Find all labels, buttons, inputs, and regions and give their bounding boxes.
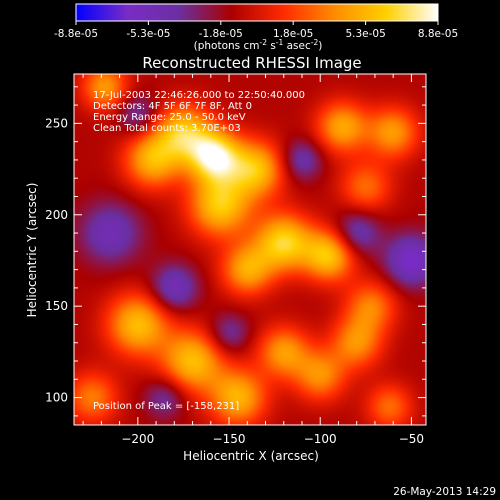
x-tick-label: −100 [304,432,337,446]
annotation-detectors: Detectors: 4F 5F 6F 7F 8F, Att 0 [93,101,252,112]
colorbar-tick-label: 8.8e-05 [418,28,458,40]
y-axis-label: Heliocentric Y (arcsec) [25,183,39,318]
colorbar-tick-label: -5.3e-05 [126,28,170,40]
heatmap-image [74,74,426,425]
annotation-time-range: 17-Jul-2003 22:46:26.000 to 22:50:40.000 [93,90,305,101]
y-tick-label: 100 [45,391,68,405]
info-annotations: 17-Jul-2003 22:46:26.000 to 22:50:40.000… [93,90,305,412]
colorbar-tick-label: -8.8e-05 [54,28,98,40]
y-tick-label: 150 [45,299,68,313]
y-tick-label: 250 [45,116,68,130]
colorbar-ticks: -8.8e-05 -5.3e-05 -1.8e-05 1.8e-05 5.3e-05 8.… [54,21,458,40]
plot-frame [73,73,427,426]
annotation-clean-counts: Clean Total counts: 3.70E+03 [93,123,241,134]
colorbar [75,3,439,22]
annotation-peak-position: Position of Peak = [-158,231] [93,401,239,412]
x-axis-label: Heliocentric X (arcsec) [183,449,319,463]
colorbar-tick-label: 1.8e-05 [273,28,313,40]
axis-ticks: −200 −150 −100 −50 100 150 200 250 [45,74,426,446]
colorbar-units: (photons cm-2 s-1 asec-2) [194,38,323,52]
x-tick-label: −200 [121,432,154,446]
colorbar-tick-label: -1.8e-05 [199,28,243,40]
x-tick-label: −150 [213,432,246,446]
colorbar-tick-label: 5.3e-05 [345,28,385,40]
footer-timestamp: 26-May-2013 14:29 [393,486,496,498]
y-tick-label: 200 [45,208,68,222]
chart-title: Reconstructed RHESSI Image [142,54,361,72]
annotation-energy-range: Energy Range: 25.0 - 50.0 keV [93,112,246,123]
x-tick-label: −50 [399,432,424,446]
